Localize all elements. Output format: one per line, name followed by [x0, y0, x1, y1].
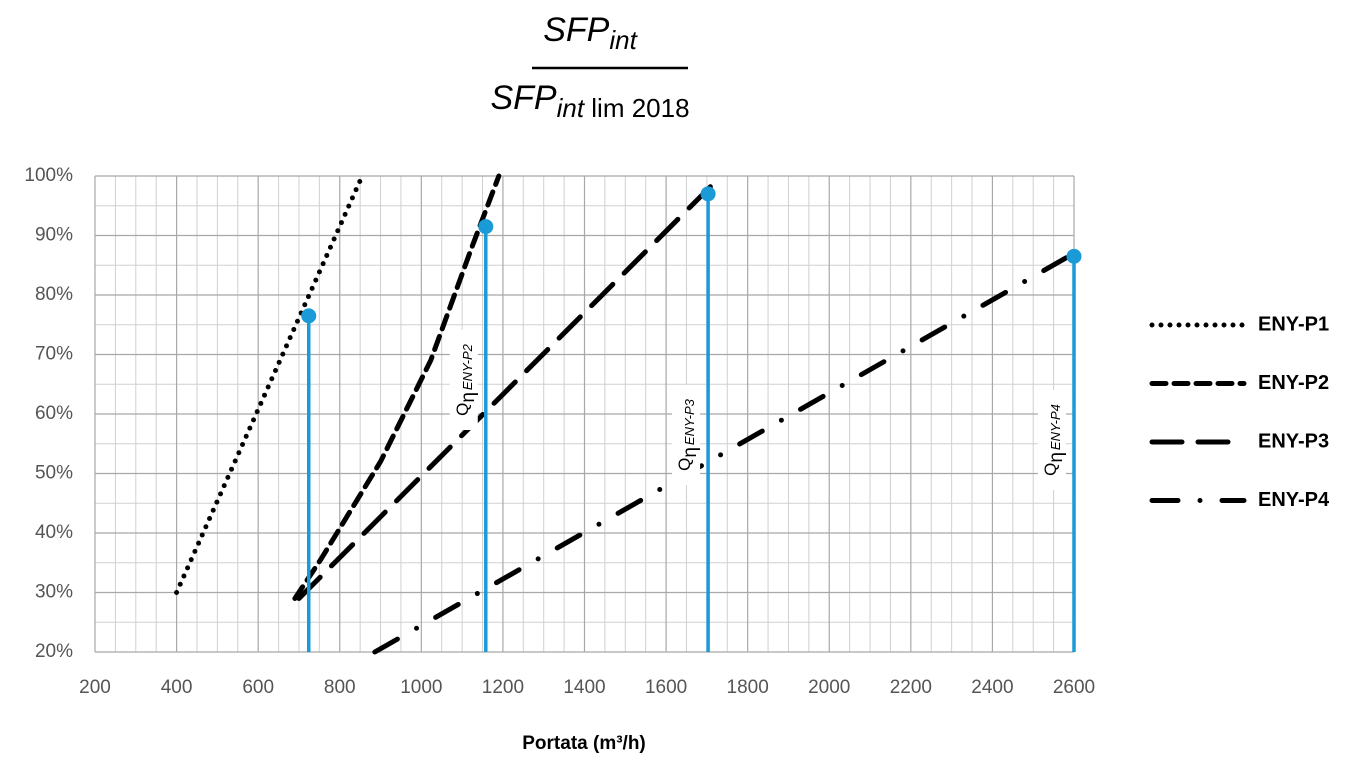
title-part: int — [609, 25, 638, 55]
x-tick-label: 2400 — [971, 677, 1013, 698]
y-tick-label: 50% — [35, 463, 73, 484]
line — [292, 173, 502, 601]
y-tick-label: 60% — [35, 403, 73, 424]
marker-label: Qη ENY-P2 — [453, 343, 479, 416]
title-part: SFP — [543, 11, 609, 49]
marker-dot — [1066, 248, 1082, 264]
legend-label: ENY-P3 — [1258, 430, 1329, 452]
x-axis-label: Portata (m³/h) — [522, 733, 646, 754]
marker-dot — [700, 186, 716, 202]
y-tick-label: 80% — [35, 284, 73, 305]
label-subscript: ENY-P4 — [1048, 404, 1063, 450]
title-denominator: SFPint lim 2018 — [490, 79, 689, 123]
title-part: SFP — [490, 79, 556, 117]
label-background — [672, 385, 701, 485]
x-tick-label: 1400 — [563, 677, 605, 698]
x-tick-label: 2200 — [890, 677, 932, 698]
label-greek: η — [1046, 452, 1067, 463]
label-symbol: Q — [676, 458, 695, 471]
x-tick-label: 2000 — [808, 677, 850, 698]
legend-label: ENY-P4 — [1258, 489, 1330, 511]
title-numerator: SFPint — [543, 11, 638, 55]
title-part: int — [557, 93, 586, 123]
x-tick-label: 1000 — [400, 677, 442, 698]
marker-label: Qη ENY-P4 — [1041, 404, 1067, 476]
label-symbol: Q — [1041, 463, 1060, 476]
title-part: lim 2018 — [584, 93, 690, 123]
marker-dot — [301, 308, 317, 324]
legend-label: ENY-P1 — [1258, 313, 1329, 335]
marker-dot — [478, 219, 494, 235]
x-tick-label: 400 — [161, 677, 193, 698]
plot: Qη ENY-P2 Qη ENY-P3 Qη ENY-P4 — [174, 173, 1082, 655]
x-tick-label: 2600 — [1053, 677, 1095, 698]
y-tick-label: 70% — [35, 344, 73, 365]
line — [174, 173, 365, 595]
line — [296, 173, 724, 601]
y-tick-label: 40% — [35, 522, 73, 543]
label-symbol: Q — [453, 403, 472, 416]
label-subscript: ENY-P3 — [683, 398, 698, 445]
grid — [94, 175, 1075, 653]
x-tick-label: 1200 — [482, 677, 524, 698]
x-tick-label: 600 — [242, 677, 274, 698]
y-tick-label: 20% — [35, 641, 73, 662]
label-greek: η — [458, 392, 479, 403]
y-tick-label: 90% — [35, 225, 73, 246]
y-tick-label: 30% — [35, 582, 73, 603]
x-tick-label: 200 — [79, 677, 111, 698]
x-tick-label: 1600 — [645, 677, 687, 698]
label-background — [1038, 390, 1066, 490]
x-tick-label: 1800 — [727, 677, 769, 698]
marker-label: Qη ENY-P3 — [676, 398, 702, 471]
x-tick-label: 800 — [324, 677, 356, 698]
y-tick-label: 100% — [24, 165, 73, 186]
label-greek: η — [680, 447, 701, 458]
legend-label: ENY-P2 — [1258, 372, 1329, 394]
label-subscript: ENY-P2 — [460, 343, 475, 390]
label-background — [449, 330, 478, 430]
